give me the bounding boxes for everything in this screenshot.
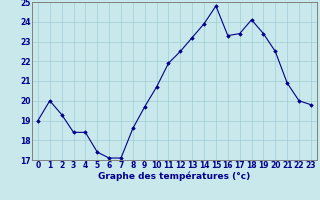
X-axis label: Graphe des températures (°c): Graphe des températures (°c) <box>98 172 251 181</box>
